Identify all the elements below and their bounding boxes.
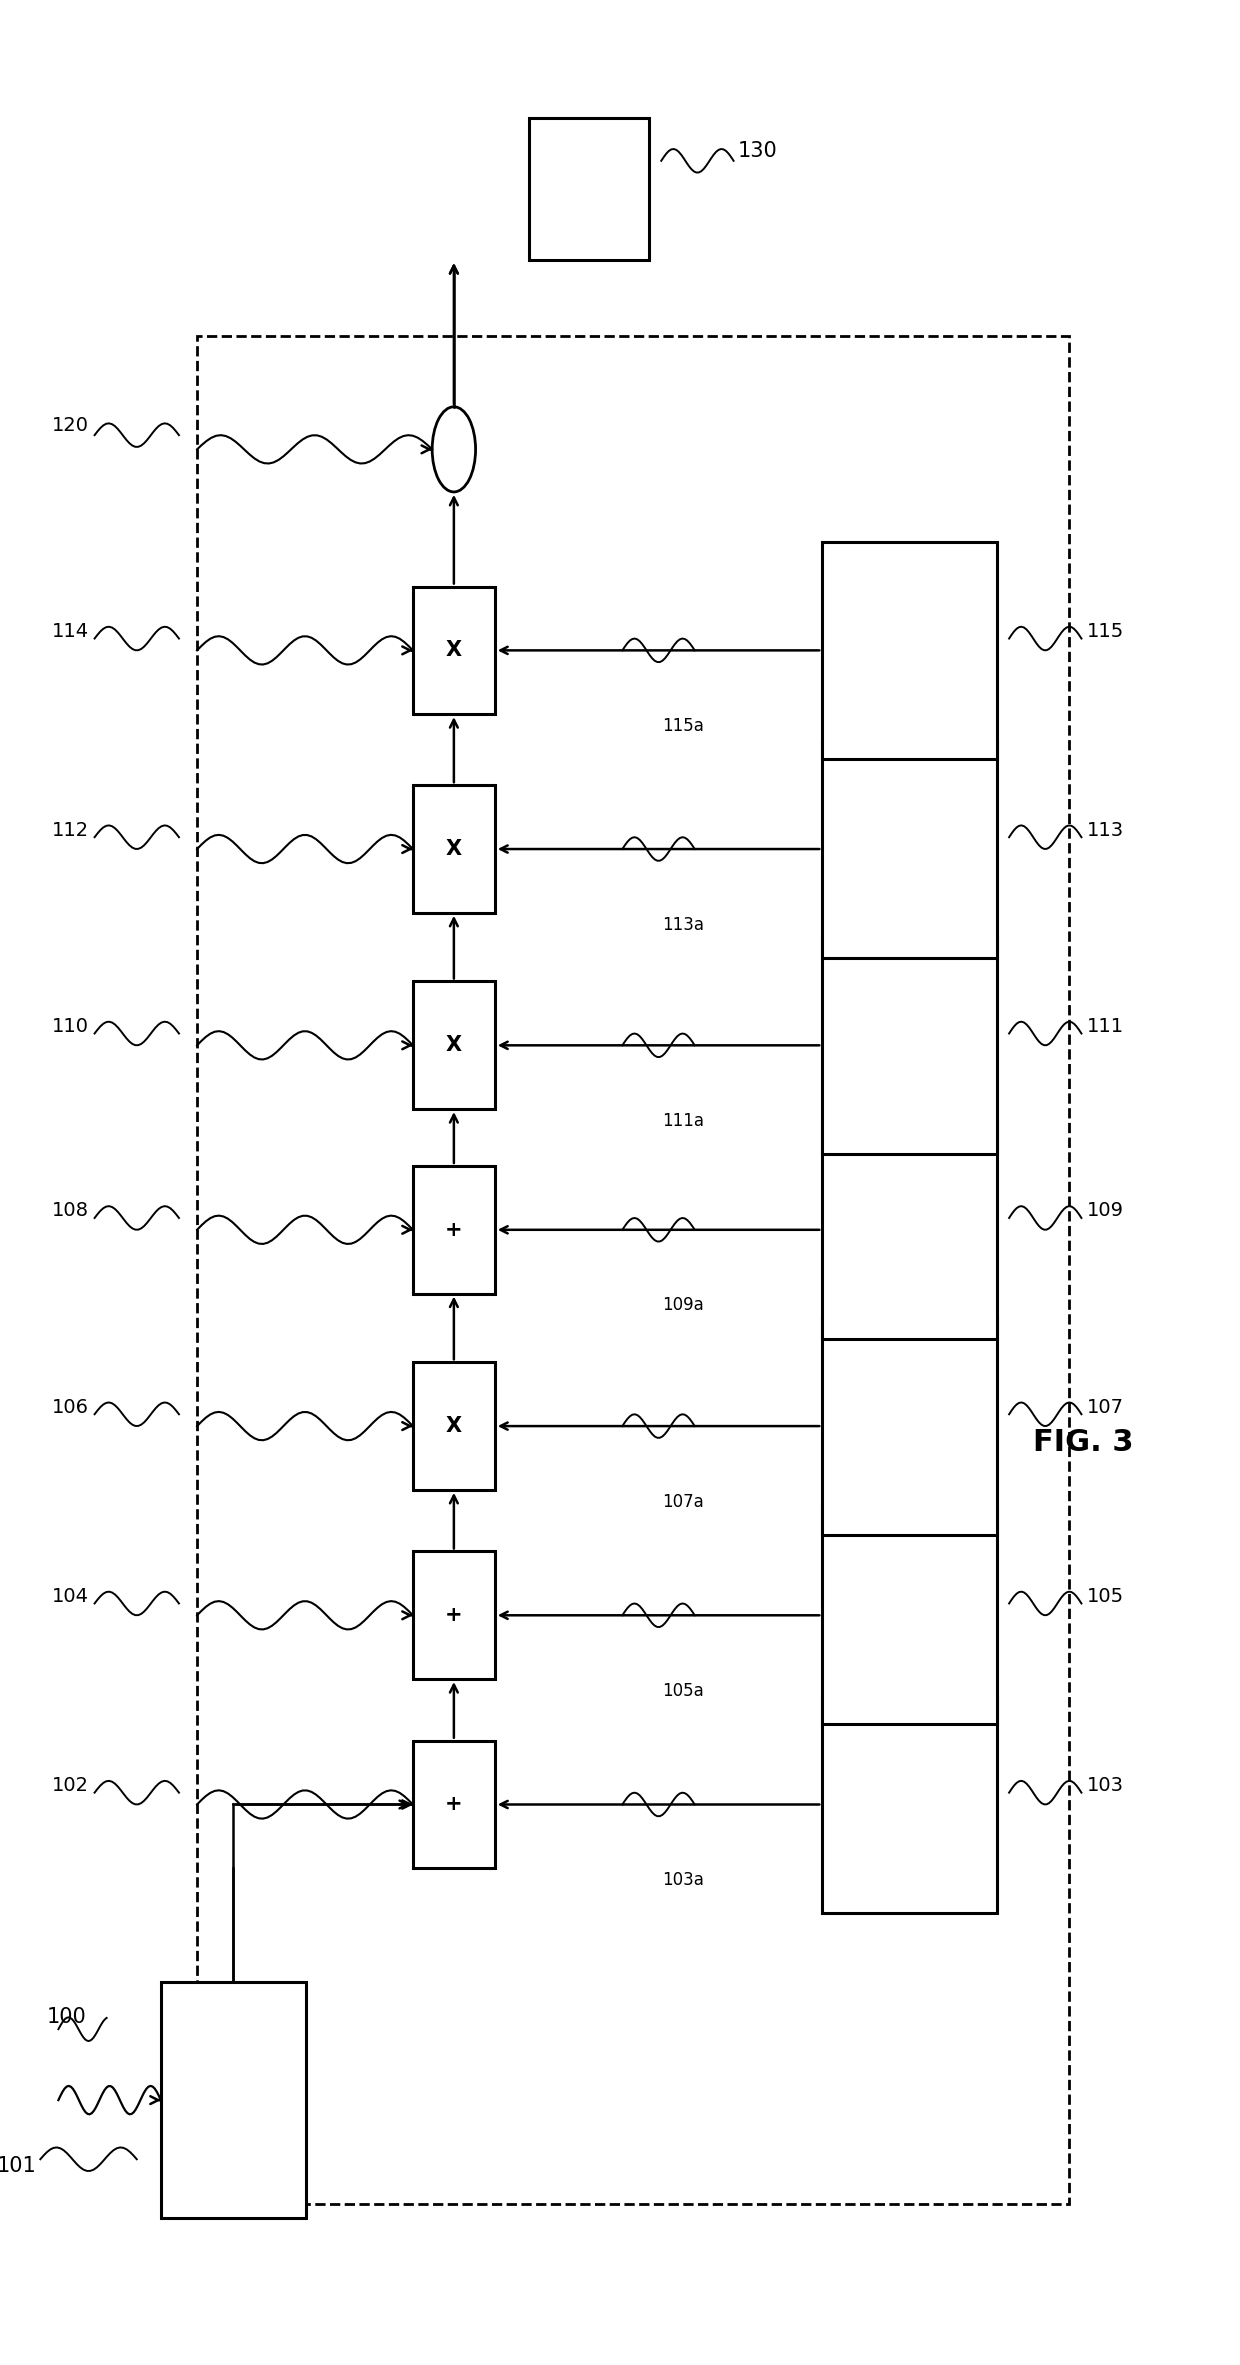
FancyBboxPatch shape	[161, 1982, 305, 2218]
Text: 102: 102	[52, 1776, 89, 1795]
FancyBboxPatch shape	[413, 1551, 495, 1679]
Text: 114: 114	[52, 622, 89, 641]
FancyBboxPatch shape	[413, 1166, 495, 1294]
Text: 108: 108	[52, 1201, 89, 1220]
Text: 100: 100	[46, 2008, 86, 2027]
Text: 105: 105	[1087, 1587, 1125, 1606]
Text: 107: 107	[1087, 1398, 1125, 1417]
Text: 111a: 111a	[662, 1112, 703, 1130]
FancyBboxPatch shape	[197, 336, 1069, 2204]
FancyBboxPatch shape	[822, 937, 997, 1154]
Text: 120: 120	[52, 416, 89, 435]
FancyBboxPatch shape	[822, 1121, 997, 1339]
Text: 115a: 115a	[662, 717, 703, 736]
FancyBboxPatch shape	[528, 118, 650, 260]
FancyBboxPatch shape	[413, 1741, 495, 1868]
FancyBboxPatch shape	[822, 542, 997, 759]
Text: 113a: 113a	[662, 915, 703, 934]
Text: 103a: 103a	[662, 1871, 703, 1890]
FancyBboxPatch shape	[822, 1317, 997, 1535]
Text: 106: 106	[52, 1398, 89, 1417]
FancyBboxPatch shape	[822, 740, 997, 958]
Text: 130: 130	[738, 142, 777, 161]
Text: 105a: 105a	[662, 1682, 703, 1700]
Text: 101: 101	[0, 2157, 36, 2176]
Text: +: +	[445, 1220, 463, 1239]
FancyBboxPatch shape	[822, 1696, 997, 1913]
Text: X: X	[446, 1036, 463, 1055]
Text: 111: 111	[1087, 1017, 1125, 1036]
Text: 113: 113	[1087, 821, 1125, 840]
Text: 115: 115	[1087, 622, 1125, 641]
Text: X: X	[446, 840, 463, 858]
Text: 107a: 107a	[662, 1492, 703, 1511]
FancyBboxPatch shape	[413, 785, 495, 913]
Text: 109: 109	[1087, 1201, 1125, 1220]
Text: 112: 112	[52, 821, 89, 840]
Text: 109a: 109a	[662, 1296, 703, 1315]
FancyBboxPatch shape	[413, 981, 495, 1109]
Text: FIG. 3: FIG. 3	[1033, 1428, 1133, 1457]
Text: 104: 104	[52, 1587, 89, 1606]
Text: X: X	[446, 1417, 463, 1436]
Text: +: +	[445, 1606, 463, 1625]
FancyBboxPatch shape	[413, 587, 495, 714]
Text: X: X	[446, 641, 463, 660]
FancyBboxPatch shape	[413, 1362, 495, 1490]
Text: +: +	[445, 1795, 463, 1814]
Text: 110: 110	[52, 1017, 89, 1036]
Text: 103: 103	[1087, 1776, 1125, 1795]
FancyBboxPatch shape	[822, 1507, 997, 1724]
